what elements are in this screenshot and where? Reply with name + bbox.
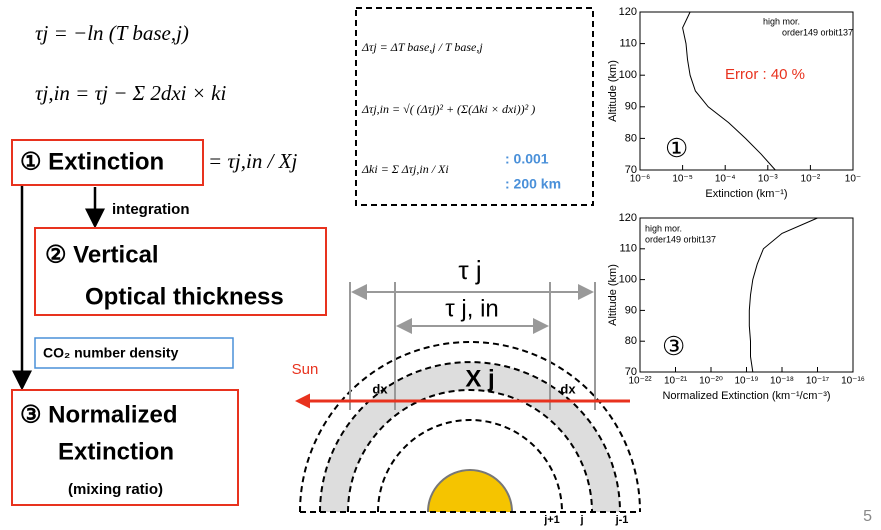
equation: τj,in = τj − Σ 2dxi × ki [35, 81, 227, 105]
y-tick-label: 80 [625, 132, 637, 144]
value-label: : 0.001 [505, 151, 549, 167]
sun-core [428, 470, 512, 530]
page-number: 5 [863, 508, 872, 525]
annotation: high mor. [645, 223, 682, 233]
equation: = τj,in / Xj [208, 149, 298, 173]
x-tick-label: 10⁻¹⁷ [806, 376, 830, 387]
box-label: CO₂ number density [43, 345, 179, 361]
box-label: ③ Normalized [20, 401, 178, 428]
y-tick-label: 70 [625, 164, 637, 176]
x-tick-label: 10⁻ [845, 174, 861, 185]
annotation: high mor. [763, 16, 800, 26]
slide: τj = −ln (T base,j) τj,in = τj − Σ 2dxi ×… [0, 0, 881, 530]
y-tick-label: 120 [619, 6, 637, 18]
y-tick-label: 110 [619, 38, 637, 50]
x-tick-label: 10⁻¹⁸ [770, 376, 794, 387]
x-tick-label: 10⁻⁵ [672, 174, 693, 185]
annotation: order149 orbit137 [782, 27, 853, 37]
box-label: ① Extinction [20, 148, 164, 175]
arrow-label: integration [112, 201, 190, 218]
box-label: (mixing ratio) [68, 481, 163, 498]
equation: τj = −ln (T base,j) [35, 21, 189, 45]
y-tick-label: 100 [619, 274, 637, 286]
box-label: Extinction [58, 438, 174, 465]
box-label: ② Vertical [45, 241, 159, 268]
diagram-label: dx [560, 381, 576, 396]
y-tick-label: 120 [619, 212, 637, 224]
x-tick-label: 10⁻⁴ [715, 174, 736, 185]
x-axis-label: Normalized Extinction (km⁻¹/cm⁻³) [662, 390, 830, 402]
x-tick-label: 10⁻¹⁹ [734, 376, 758, 387]
y-tick-label: 90 [625, 101, 637, 113]
x-tick-label: 10⁻³ [758, 174, 778, 185]
x-tick-label: 10⁻² [801, 174, 821, 185]
x-tick-label: 10⁻²¹ [664, 376, 688, 387]
annotation: Error : 40 % [725, 66, 805, 83]
equation: Δτj,in = √( (Δτj)² + (Σ(Δki × dxi))² ) [361, 102, 535, 116]
diagram-label: j [579, 514, 583, 526]
y-tick-label: 100 [619, 69, 637, 81]
equation: Δki = Σ Δτj,in / Xi [361, 162, 449, 176]
diagram-label: dx [372, 381, 388, 396]
box-label: Optical thickness [85, 283, 284, 310]
y-tick-label: 80 [625, 335, 637, 347]
diagram-label: j-1 [615, 514, 629, 526]
diagram-label: τ j, in [445, 295, 499, 322]
equation: Δτj = ΔT base,j / T base,j [361, 40, 483, 54]
value-label: : 200 km [505, 176, 561, 192]
y-tick-label: 110 [619, 243, 637, 255]
x-tick-label: 10⁻¹⁶ [841, 376, 865, 387]
diagram-label: X j [465, 365, 494, 392]
y-axis-label: Altitude (km) [607, 60, 619, 122]
annotation: ① [665, 133, 688, 163]
x-axis-label: Extinction (km⁻¹) [705, 188, 787, 200]
y-tick-label: 70 [625, 366, 637, 378]
annotation: order149 orbit137 [645, 234, 716, 244]
x-tick-label: 10⁻²⁰ [699, 376, 723, 387]
diagram-label: j+1 [543, 514, 560, 526]
diagram-label: Sun [292, 361, 319, 378]
diagram-label: τ j [458, 255, 481, 285]
annotation: ③ [662, 331, 685, 361]
y-axis-label: Altitude (km) [607, 264, 619, 326]
y-tick-label: 90 [625, 304, 637, 316]
